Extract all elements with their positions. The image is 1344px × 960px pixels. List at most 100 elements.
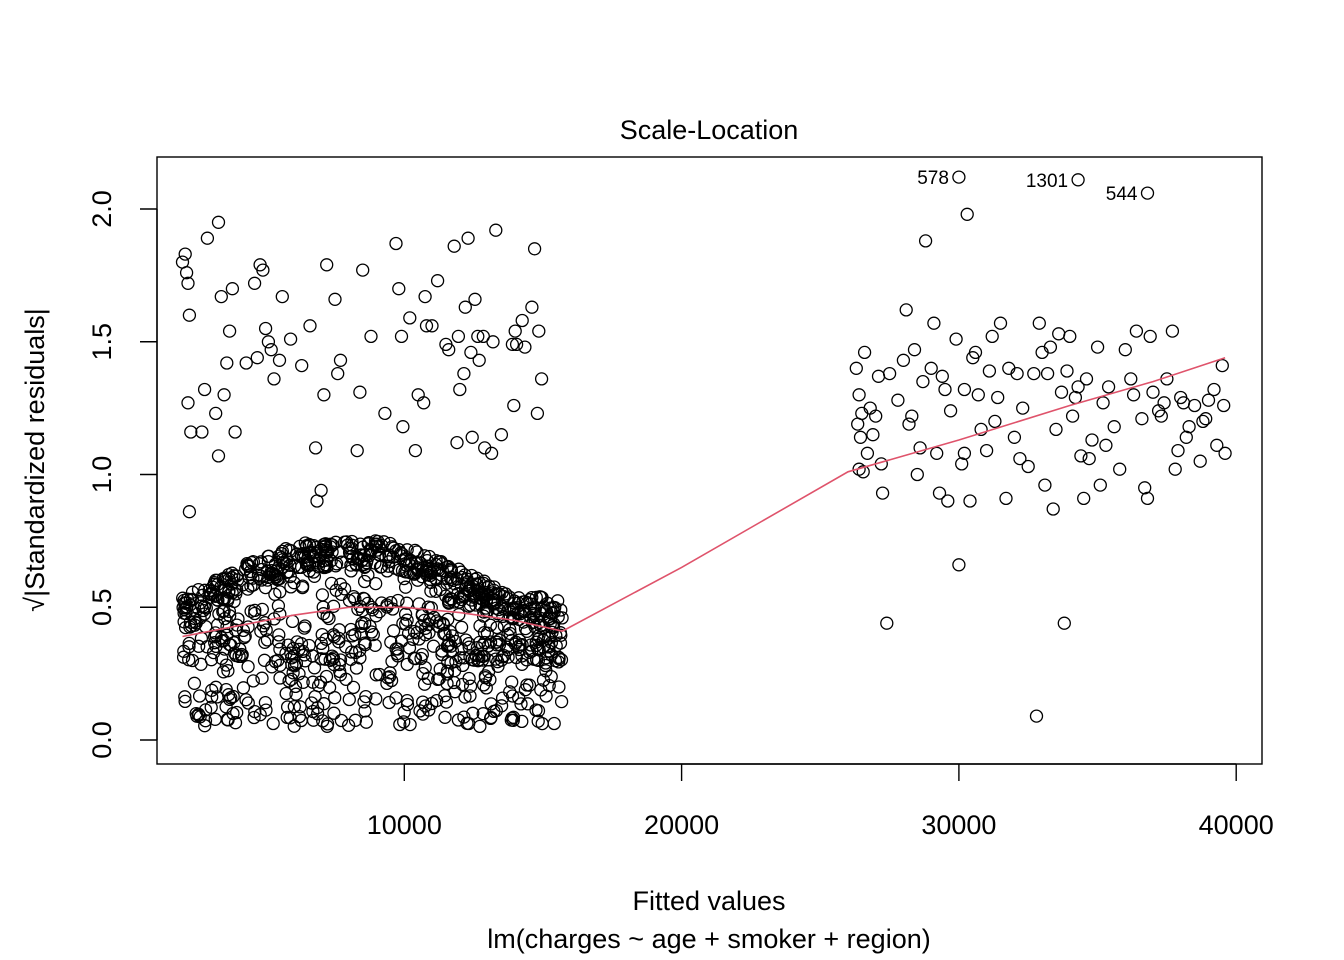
data-point bbox=[539, 689, 553, 703]
data-point bbox=[303, 319, 317, 333]
data-point bbox=[1101, 380, 1116, 394]
chart-title: Scale-Location bbox=[620, 115, 799, 145]
data-point bbox=[417, 549, 432, 563]
data-point bbox=[955, 457, 969, 471]
data-point bbox=[417, 677, 432, 691]
data-point bbox=[1168, 462, 1182, 476]
data-point bbox=[1035, 345, 1049, 360]
y-axis: 0.0 0.5 1.0 1.5 2.0 bbox=[87, 190, 158, 759]
data-point bbox=[472, 353, 486, 367]
data-point bbox=[449, 654, 463, 669]
data-point bbox=[1090, 340, 1105, 354]
data-point bbox=[407, 624, 422, 639]
data-point bbox=[254, 573, 269, 587]
data-point bbox=[450, 435, 464, 450]
data-point bbox=[258, 580, 273, 595]
data-point bbox=[261, 555, 276, 569]
data-point bbox=[916, 374, 930, 389]
data-point bbox=[416, 695, 430, 709]
data-point bbox=[315, 588, 330, 602]
data-point bbox=[863, 401, 877, 415]
data-point bbox=[918, 234, 933, 248]
data-point bbox=[348, 645, 363, 660]
data-point bbox=[1074, 449, 1088, 463]
data-point bbox=[410, 626, 424, 640]
data-point bbox=[957, 382, 972, 397]
data-point bbox=[289, 687, 303, 701]
data-point bbox=[852, 462, 866, 476]
data-point bbox=[420, 559, 434, 573]
data-point bbox=[509, 337, 524, 352]
data-point bbox=[1077, 491, 1091, 506]
data-point bbox=[453, 590, 467, 604]
data-point bbox=[880, 616, 894, 630]
data-point bbox=[288, 658, 302, 672]
data-point bbox=[489, 223, 503, 237]
data-point bbox=[522, 645, 537, 659]
data-point bbox=[941, 494, 955, 508]
plot-frame bbox=[156, 156, 1263, 765]
data-point bbox=[457, 366, 471, 381]
data-point bbox=[346, 680, 361, 695]
data-point bbox=[238, 629, 252, 643]
data-point bbox=[349, 661, 364, 675]
data-point bbox=[400, 657, 414, 672]
data-point bbox=[182, 308, 197, 322]
data-point bbox=[419, 319, 434, 333]
data-point bbox=[209, 406, 223, 421]
data-point bbox=[882, 366, 897, 381]
data-point bbox=[184, 425, 198, 439]
data-point bbox=[209, 680, 223, 694]
data-point bbox=[486, 335, 500, 349]
data-point bbox=[327, 658, 341, 672]
data-point bbox=[515, 313, 529, 328]
data-point bbox=[477, 605, 491, 619]
data-point bbox=[271, 599, 286, 613]
data-point bbox=[320, 719, 334, 733]
data-point bbox=[353, 385, 367, 399]
data-point bbox=[461, 231, 475, 245]
data-point bbox=[441, 638, 455, 653]
data-point bbox=[306, 675, 320, 689]
data-point bbox=[200, 640, 214, 654]
data-point bbox=[319, 632, 333, 646]
data-point bbox=[271, 635, 286, 649]
data-point bbox=[1040, 366, 1055, 381]
data-point bbox=[488, 593, 502, 607]
data-point bbox=[355, 616, 369, 631]
data-point bbox=[224, 638, 238, 652]
data-point bbox=[299, 539, 314, 553]
data-point bbox=[255, 602, 269, 617]
data-point bbox=[447, 675, 461, 690]
data-point bbox=[185, 653, 200, 668]
data-point bbox=[222, 324, 237, 338]
data-point bbox=[530, 406, 545, 421]
data-point bbox=[458, 300, 472, 314]
data-point bbox=[525, 590, 539, 605]
data-point bbox=[468, 292, 482, 306]
data-point bbox=[1093, 478, 1107, 492]
data-point bbox=[382, 555, 396, 569]
data-point bbox=[389, 691, 403, 705]
data-point bbox=[860, 446, 875, 460]
data-point bbox=[406, 566, 421, 580]
data-point bbox=[553, 626, 568, 640]
data-point bbox=[494, 428, 509, 442]
data-point bbox=[317, 537, 331, 551]
data-point bbox=[542, 640, 556, 654]
data-point bbox=[433, 662, 447, 676]
data-point bbox=[910, 467, 924, 482]
data-point bbox=[364, 329, 378, 344]
data-point bbox=[851, 417, 865, 431]
data-point bbox=[442, 343, 456, 357]
data-point bbox=[407, 651, 421, 665]
data-point bbox=[236, 681, 251, 695]
data-point bbox=[1129, 324, 1144, 338]
data-point bbox=[527, 242, 542, 256]
data-point bbox=[465, 652, 479, 667]
data-point bbox=[350, 443, 364, 458]
data-point bbox=[1199, 412, 1213, 426]
data-point bbox=[902, 417, 916, 431]
data-point bbox=[214, 289, 228, 304]
data-point bbox=[515, 649, 529, 663]
